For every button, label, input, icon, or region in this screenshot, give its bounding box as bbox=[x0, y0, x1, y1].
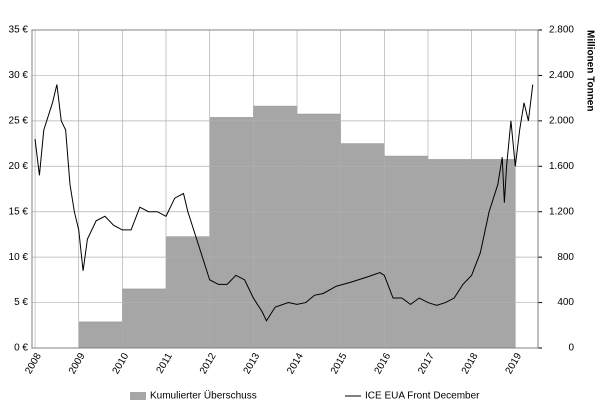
x-tick-label: 2011 bbox=[155, 351, 175, 376]
x-tick-label: 2014 bbox=[285, 351, 306, 376]
x-tick-label: 2013 bbox=[242, 351, 263, 376]
bar bbox=[165, 236, 210, 349]
legend-label: ICE EUA Front December bbox=[365, 391, 480, 402]
x-tick-label: 2019 bbox=[504, 351, 525, 376]
bar bbox=[340, 143, 385, 349]
bar bbox=[253, 105, 298, 349]
legend-label: Kumulierter Überschuss bbox=[150, 390, 257, 402]
bar bbox=[296, 113, 341, 349]
bar bbox=[471, 159, 516, 349]
y2-tick-label: 400 bbox=[557, 297, 574, 308]
x-tick-label: 2018 bbox=[460, 351, 481, 376]
bar bbox=[384, 155, 429, 349]
bar bbox=[209, 117, 254, 349]
y-tick-label: 25 € bbox=[9, 115, 29, 126]
y-tick-label: 0 € bbox=[14, 343, 28, 354]
y2-tick-label: 1.600 bbox=[549, 161, 574, 172]
y2-tick-label: 0 bbox=[568, 343, 574, 354]
x-tick-label: 2010 bbox=[111, 351, 132, 376]
y-tick-label: 10 € bbox=[9, 252, 29, 263]
x-tick-label: 2009 bbox=[67, 351, 88, 376]
y2-tick-label: 2.000 bbox=[549, 115, 574, 126]
y2-axis-label: Millionen Tonnen bbox=[584, 30, 595, 111]
y2-tick-label: 1.200 bbox=[549, 206, 574, 217]
x-tick-label: 2016 bbox=[373, 351, 394, 376]
x-tick-label: 2017 bbox=[416, 351, 437, 376]
y2-tick-label: 2.400 bbox=[549, 70, 574, 81]
bar bbox=[122, 288, 167, 349]
y-tick-label: 15 € bbox=[9, 206, 29, 217]
x-tick-label: 2012 bbox=[198, 351, 219, 376]
y2-tick-label: 800 bbox=[557, 252, 574, 263]
x-tick-label: 2015 bbox=[329, 351, 350, 376]
price-line bbox=[34, 84, 534, 322]
y-tick-label: 35 € bbox=[9, 25, 29, 36]
y-tick-label: 20 € bbox=[9, 161, 29, 172]
bar bbox=[427, 159, 472, 349]
legend-swatch bbox=[130, 392, 146, 400]
y2-tick-label: 2.800 bbox=[549, 25, 574, 36]
y-tick-label: 30 € bbox=[9, 70, 29, 81]
y-tick-label: 5 € bbox=[14, 297, 28, 308]
plot-frame bbox=[31, 29, 539, 349]
x-tick-label: 2008 bbox=[23, 351, 44, 376]
bar bbox=[78, 321, 123, 349]
